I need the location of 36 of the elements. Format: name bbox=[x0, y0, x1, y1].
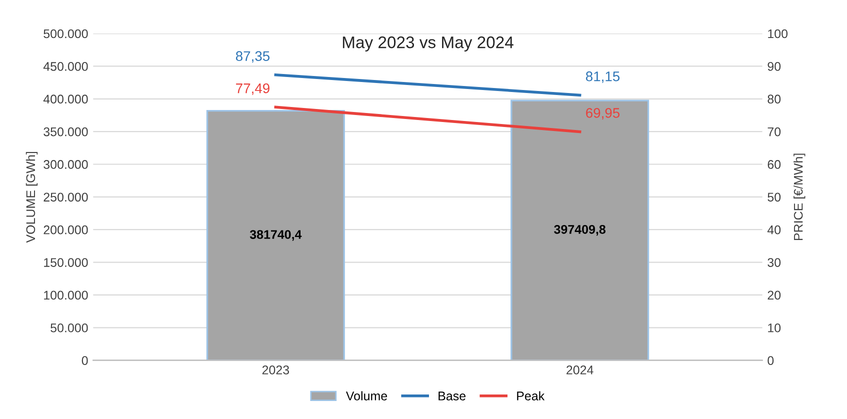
y2-tick-label: 70 bbox=[768, 127, 781, 136]
y-tick-label: 400.000 bbox=[43, 94, 88, 104]
y-tick-label: 450.000 bbox=[43, 62, 88, 71]
y-tick-label: 150.000 bbox=[44, 258, 88, 267]
y-tick-label: 300.000 bbox=[44, 160, 88, 169]
data-label: 87,35 bbox=[236, 51, 270, 63]
y-tick-label: 250.000 bbox=[44, 192, 88, 202]
data-label: 77,49 bbox=[236, 83, 270, 95]
chart-title: May 2023 vs May 2024 bbox=[342, 36, 514, 52]
y-tick-label: 350.000 bbox=[44, 127, 88, 136]
x-tick-label: 2023 bbox=[262, 366, 290, 374]
y2-tick-label: 0 bbox=[768, 356, 774, 365]
y2-tick-label: 50 bbox=[768, 192, 781, 202]
y2-axis-title: PRICE [€/MWh] bbox=[794, 154, 806, 240]
data-label: 69,95 bbox=[586, 108, 620, 120]
y2-tick-label: 20 bbox=[768, 290, 781, 300]
y-tick-label: 200.000 bbox=[44, 225, 88, 234]
y2-tick-label: 10 bbox=[768, 323, 781, 332]
data-label: 397409,8 bbox=[554, 224, 606, 236]
x-tick-label: 2024 bbox=[566, 366, 594, 374]
data-label: 381740,4 bbox=[250, 230, 302, 241]
y-tick-label: 100.000 bbox=[44, 290, 88, 300]
legend-label: Peak bbox=[517, 391, 545, 400]
y-tick-label: 0 bbox=[82, 356, 88, 365]
y2-tick-label: 100 bbox=[768, 29, 788, 38]
y2-tick-label: 90 bbox=[768, 62, 781, 71]
y-tick-label: 50.000 bbox=[50, 323, 88, 332]
y-tick-label: 500.000 bbox=[44, 29, 88, 38]
y2-tick-label: 80 bbox=[768, 94, 781, 104]
y2-tick-label: 60 bbox=[768, 160, 781, 169]
y-axis-title: VOLUME [GWh] bbox=[26, 152, 38, 243]
legend-label: Volume bbox=[346, 391, 388, 400]
legend-label: Base bbox=[438, 392, 466, 400]
y2-tick-label: 40 bbox=[767, 225, 781, 234]
data-label: 81,15 bbox=[586, 71, 620, 83]
y2-tick-label: 30 bbox=[768, 258, 781, 267]
